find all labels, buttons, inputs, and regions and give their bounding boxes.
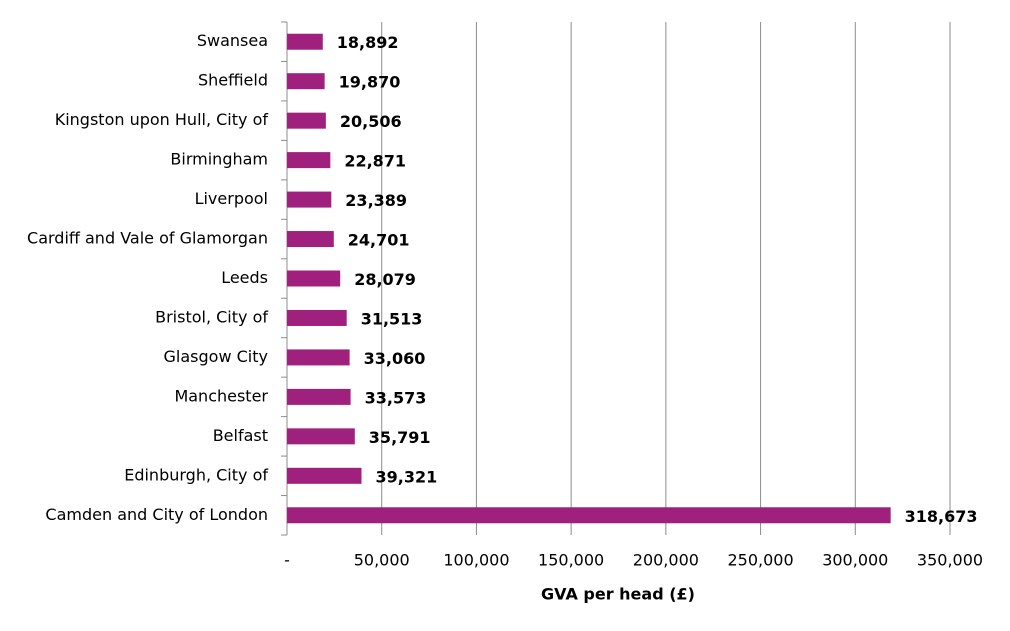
bar (287, 191, 332, 208)
x-tick-label: 150,000 (538, 551, 604, 570)
value-label: 39,321 (375, 467, 437, 486)
value-label: 23,389 (345, 191, 407, 210)
y-tick-label: Liverpool (195, 189, 268, 208)
value-label: 24,701 (348, 231, 410, 250)
x-tick-label: 250,000 (727, 551, 793, 570)
bar (287, 349, 350, 366)
y-tick-label: Glasgow City (164, 347, 268, 366)
value-label: 33,573 (365, 388, 427, 407)
x-tick-label: 350,000 (917, 551, 983, 570)
value-label: 33,060 (364, 349, 426, 368)
bar (287, 112, 326, 129)
bar (287, 309, 347, 326)
x-tick-label: 100,000 (443, 551, 509, 570)
y-tick-label: Birmingham (170, 150, 268, 169)
y-tick-label: Edinburgh, City of (124, 465, 268, 484)
y-tick-label: Cardiff and Vale of Glamorgan (27, 229, 268, 248)
bar (287, 231, 334, 248)
value-label: 20,506 (340, 112, 402, 131)
bar (287, 152, 331, 169)
y-tick-label: Leeds (221, 268, 268, 287)
bar (287, 388, 351, 405)
bar (287, 467, 362, 484)
value-label: 35,791 (369, 428, 431, 447)
value-label: 22,871 (344, 152, 406, 171)
bar (287, 428, 355, 445)
x-tick-label: 200,000 (633, 551, 699, 570)
y-tick-label: Swansea (197, 31, 268, 50)
y-tick-label: Bristol, City of (155, 307, 268, 326)
value-label: 28,079 (354, 270, 416, 289)
value-label: 18,892 (337, 33, 399, 52)
value-label: 318,673 (905, 507, 978, 526)
x-tick-label: 50,000 (354, 551, 410, 570)
y-tick-label: Belfast (213, 426, 268, 445)
value-label: 31,513 (361, 309, 423, 328)
x-tick-label: 300,000 (822, 551, 888, 570)
y-tick-label: Kingston upon Hull, City of (55, 110, 269, 129)
x-axis-title: GVA per head (£) (541, 585, 695, 604)
bar (287, 33, 323, 50)
y-tick-label: Manchester (174, 386, 268, 405)
y-tick-label: Sheffield (198, 71, 268, 90)
bar (287, 270, 341, 287)
y-tick-label: Camden and City of London (45, 505, 268, 524)
bar (287, 73, 325, 90)
bar (287, 507, 891, 524)
value-label: 19,870 (339, 73, 401, 92)
x-tick-label: - (284, 551, 290, 570)
